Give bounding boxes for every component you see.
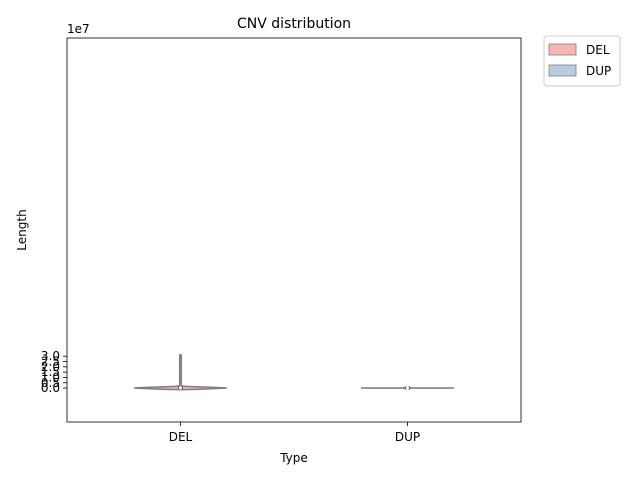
violin-layer [133, 354, 455, 391]
median-point-dup [406, 386, 409, 390]
y-tick-label: 2.0 [41, 360, 60, 374]
x-tick-label: DUP [395, 430, 420, 444]
plot-frame [66, 37, 522, 423]
x-axis-label: Type [279, 451, 308, 465]
x-tick-label: DEL [169, 430, 193, 444]
y-axis-label: Length [15, 209, 29, 250]
y-tick-label: 0.5 [41, 376, 60, 390]
y-tick-label: 0.0 [41, 381, 60, 395]
y-axis: 0.00.51.01.52.02.53.0 [41, 349, 67, 395]
legend-label-del: DEL [586, 43, 610, 57]
legend-swatch-del [548, 43, 577, 56]
x-axis: DEL DUP [169, 422, 420, 444]
y-tick-label: 1.0 [41, 370, 60, 384]
y-offset-text: 1e7 [67, 22, 90, 36]
violin-del [133, 354, 228, 391]
legend-label-dup: DUP [586, 64, 611, 78]
y-tick-label: 2.5 [41, 355, 60, 369]
plot-background [67, 38, 521, 422]
median-point-del [179, 386, 182, 390]
legend: DEL DUP [543, 35, 621, 87]
y-tick-label: 1.5 [41, 365, 60, 379]
chart-title: CNV distribution [237, 16, 351, 32]
legend-swatch-dup [548, 64, 577, 77]
y-tick-label: 3.0 [41, 349, 60, 363]
